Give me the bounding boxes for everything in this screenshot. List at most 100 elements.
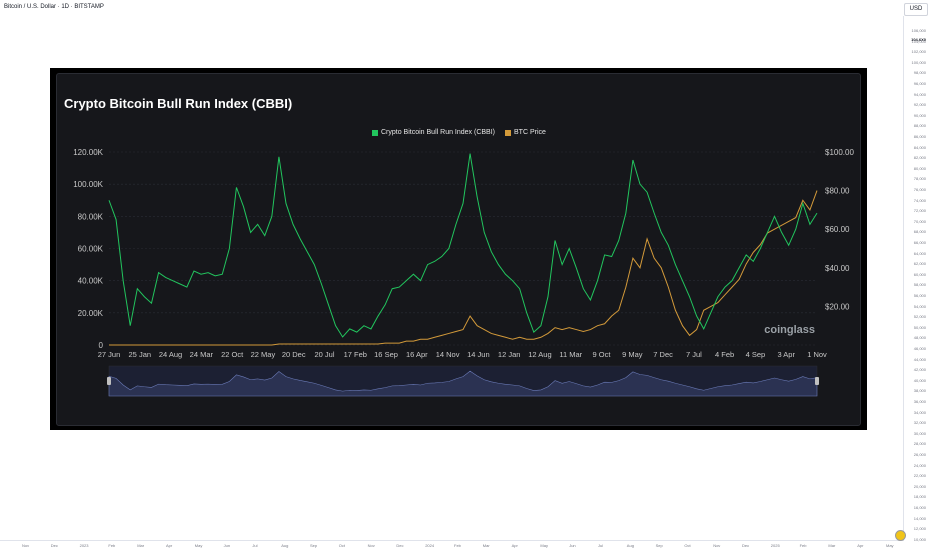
time-axis[interactable]: Nov Dec 2023 Feb Mar Apr May Jun Jul Aug Sep Oct Nov… xyxy=(0,540,904,551)
price-tick: 106,000 xyxy=(911,28,926,33)
price-tick: 104,000 xyxy=(911,38,926,44)
x-tick: 22 May xyxy=(251,350,276,359)
price-tick: 68,000 xyxy=(913,229,926,235)
price-tick: 74,000 xyxy=(913,197,926,203)
legend-btc-label: BTC Price xyxy=(514,129,546,136)
price-tick: 86,000 xyxy=(913,134,926,139)
navigator-area xyxy=(108,370,818,397)
y-left-tick: 120.00K xyxy=(73,148,103,157)
price-tick: 44,000 xyxy=(913,356,926,362)
price-tick: 28,000 xyxy=(913,441,926,447)
time-tick: 2024 xyxy=(425,543,435,548)
time-tick: Dec xyxy=(742,543,750,548)
price-tick: 24,000 xyxy=(913,462,926,468)
x-tick: 16 Apr xyxy=(406,350,428,359)
price-tick: 12,000 xyxy=(913,526,926,532)
y-right-tick: $80.00 xyxy=(825,187,850,196)
price-tick: 94,000 xyxy=(913,91,926,97)
time-tick: Feb xyxy=(799,543,807,548)
price-tick: 62,000 xyxy=(913,261,926,267)
y-right-tick: $100.00 xyxy=(825,148,854,157)
price-tick: 48,000 xyxy=(913,335,926,341)
time-tick: May xyxy=(886,543,894,548)
tradingview-logo-icon[interactable] xyxy=(895,530,906,541)
price-tick: 66,000 xyxy=(913,240,926,245)
time-tick: Mar xyxy=(828,543,836,548)
time-tick: Apr xyxy=(511,543,518,548)
time-tick: Jun xyxy=(223,543,231,548)
price-tick: 16,000 xyxy=(913,505,926,510)
time-tick: Jun xyxy=(569,543,576,548)
current-price-marker: 104,6X0 xyxy=(911,37,926,42)
y-right-tick: $40.00 xyxy=(825,264,850,273)
price-tick: 34,000 xyxy=(913,409,926,415)
legend-cbbi-label: Crypto Bitcoin Bull Run Index (CBBI) xyxy=(381,129,495,136)
legend-cbbi: Crypto Bitcoin Bull Run Index (CBBI) xyxy=(372,129,495,136)
x-tick: 11 Mar xyxy=(559,350,582,359)
time-tick: Dec xyxy=(50,543,58,548)
x-tick: 16 Sep xyxy=(374,350,398,359)
time-tick: 2023 xyxy=(79,543,89,548)
price-axis[interactable]: 106,000 104,000 102,000 100,000 98,000 96,000… xyxy=(903,16,932,542)
time-tick: Feb xyxy=(108,543,116,548)
price-tick: 60,000 xyxy=(913,271,926,277)
x-tick: 3 Apr xyxy=(777,350,795,359)
time-tick: Mar xyxy=(137,543,145,548)
x-tick: 24 Mar xyxy=(190,350,214,359)
time-tick: Sep xyxy=(655,543,663,548)
price-tick: 70,000 xyxy=(913,218,926,224)
price-tick: 36,000 xyxy=(913,399,926,404)
price-tick: 58,000 xyxy=(913,282,926,288)
x-tick: 1 Nov xyxy=(807,350,827,359)
x-tick: 7 Jul xyxy=(686,350,702,359)
price-tick: 98,000 xyxy=(913,70,926,76)
price-tick: 102,000 xyxy=(911,49,926,55)
x-tick: 4 Feb xyxy=(715,350,734,359)
chart-legend: Crypto Bitcoin Bull Run Index (CBBI) BTC… xyxy=(372,129,546,136)
time-tick: Aug xyxy=(281,543,289,548)
chart-card: Crypto Bitcoin Bull Run Index (CBBI) Cry… xyxy=(56,73,861,426)
price-tick: 72,000 xyxy=(913,208,926,214)
price-tick: 80,000 xyxy=(913,165,926,171)
x-tick: 14 Jun xyxy=(467,350,490,359)
price-tick: 100,000 xyxy=(911,59,926,65)
price-tick: 40,000 xyxy=(913,377,926,383)
time-tick: Sep xyxy=(310,543,318,548)
price-tick: 76,000 xyxy=(913,187,926,192)
y-right-tick: $20.00 xyxy=(825,302,850,311)
price-tick: 46,000 xyxy=(913,346,926,351)
price-tick: 78,000 xyxy=(913,176,926,182)
price-tick: 54,000 xyxy=(913,303,926,309)
chart-title: Crypto Bitcoin Bull Run Index (CBBI) xyxy=(64,96,293,111)
series-cbbi-line xyxy=(108,153,818,338)
x-tick: 22 Oct xyxy=(221,350,244,359)
x-tick: 9 Oct xyxy=(593,350,612,359)
price-tick: 52,000 xyxy=(913,314,926,320)
x-tick: 25 Jan xyxy=(129,350,152,359)
price-tick: 42,000 xyxy=(913,367,926,373)
x-tick: 7 Dec xyxy=(653,350,673,359)
price-tick: 38,000 xyxy=(913,388,926,394)
x-tick: 14 Nov xyxy=(436,350,460,359)
x-tick: 12 Jan xyxy=(498,350,521,359)
navigator-handle-left xyxy=(107,377,111,385)
symbol-title: Bitcoin / U.S. Dollar · 1D · BITSTAMP xyxy=(4,4,104,10)
x-tick: 17 Feb xyxy=(344,350,367,359)
time-tick: Dec xyxy=(396,543,404,548)
currency-button[interactable]: USD xyxy=(904,3,928,16)
series-btc-price-line xyxy=(109,190,818,346)
x-tick: 9 May xyxy=(622,350,643,359)
y-right-tick: $60.00 xyxy=(825,225,850,234)
legend-cbbi-swatch xyxy=(372,129,378,136)
x-tick: 27 Jun xyxy=(98,350,121,359)
price-tick: 82,000 xyxy=(913,155,926,161)
price-tick: 32,000 xyxy=(913,420,926,426)
time-tick: May xyxy=(194,543,203,548)
time-tick: Feb xyxy=(454,543,461,548)
time-tick: Oct xyxy=(684,543,691,548)
x-tick: 24 Aug xyxy=(159,350,182,359)
y-left-tick: 80.00K xyxy=(78,212,104,221)
y-left-tick: 0 xyxy=(99,341,104,350)
price-tick: 26,000 xyxy=(913,452,926,457)
price-tick: 92,000 xyxy=(913,102,926,108)
